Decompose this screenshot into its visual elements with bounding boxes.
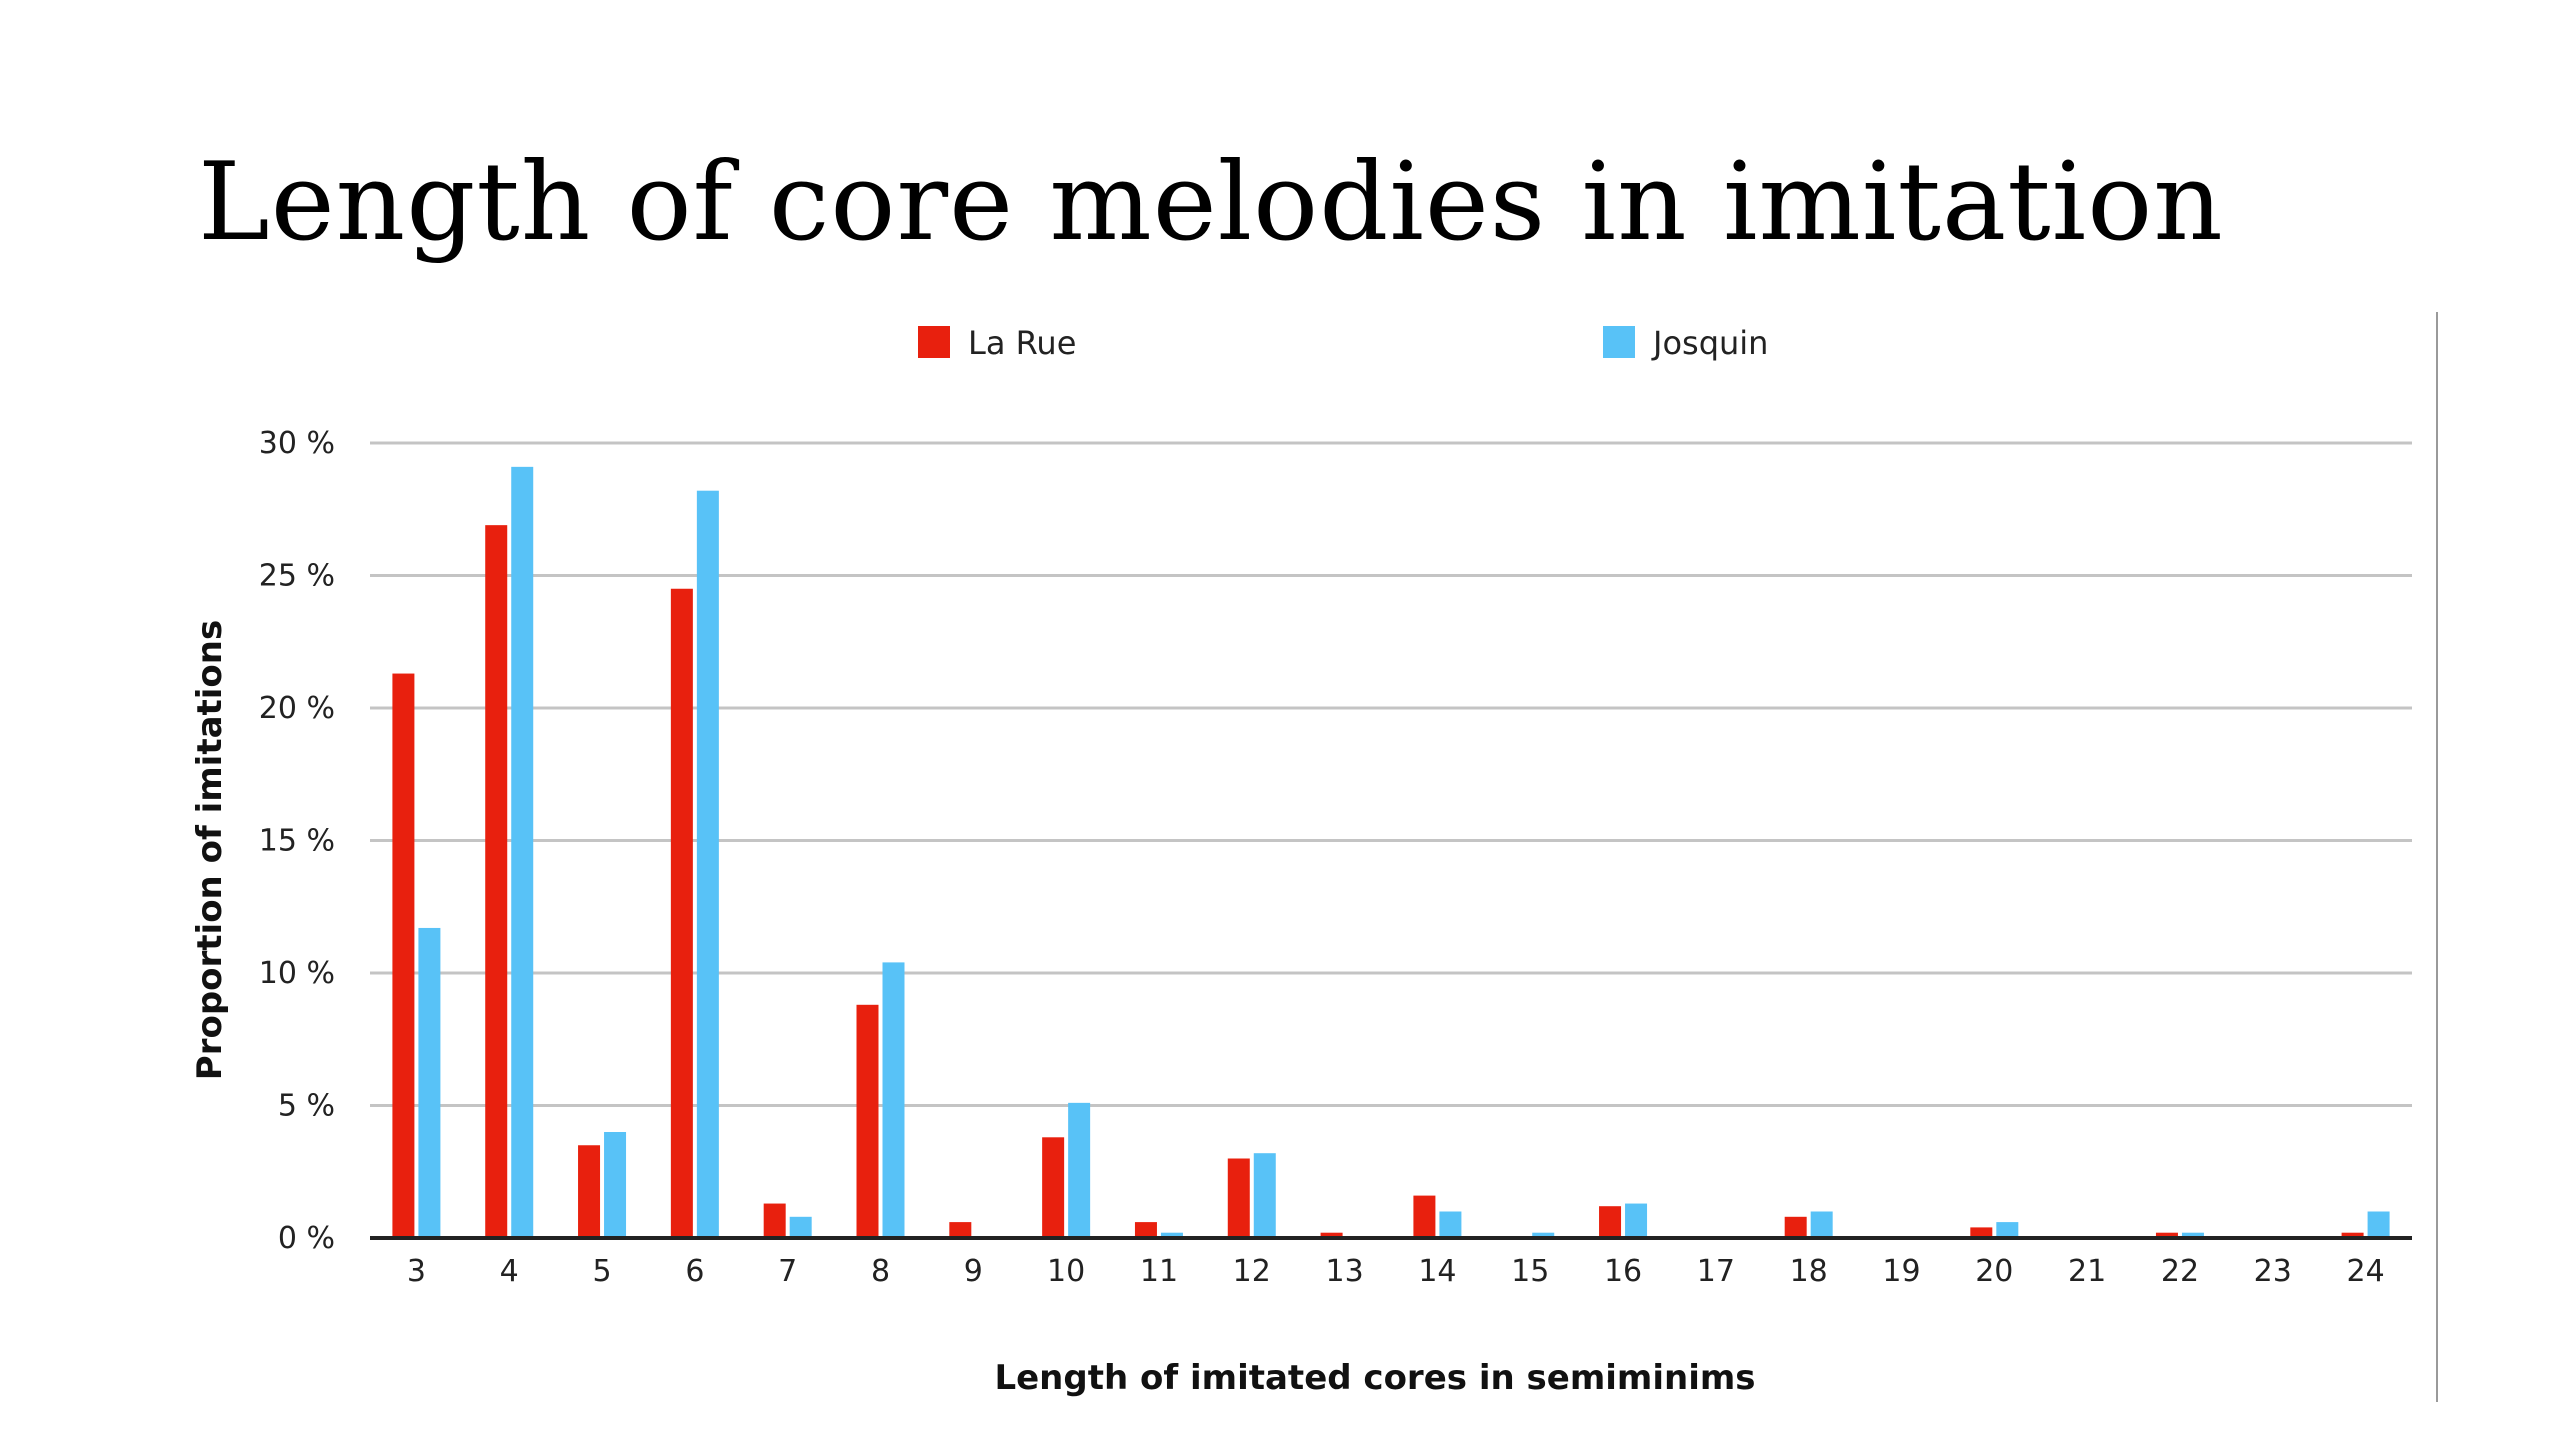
bar-la-rue — [670, 588, 693, 1238]
bar-la-rue — [1784, 1216, 1807, 1238]
bar-la-rue — [856, 1004, 879, 1238]
bar-josquin — [1996, 1222, 2019, 1238]
y-tick-label: 0 % — [278, 1221, 335, 1256]
x-tick-label: 4 — [500, 1254, 519, 1289]
x-tick-label: 11 — [1140, 1254, 1178, 1289]
bar-josquin — [1532, 1232, 1555, 1238]
bar-la-rue — [1970, 1227, 1993, 1238]
bar-la-rue — [1599, 1206, 1622, 1238]
bars — [392, 466, 2390, 1239]
y-tick-label: 5 % — [278, 1089, 335, 1124]
bar-la-rue — [485, 525, 508, 1238]
x-tick-label: 5 — [592, 1254, 611, 1289]
axes: 0 % 5 % 10 % 15 % 20 % 25 % 30 % 3 4 5 6 7 8 9 10 11 12 1… — [259, 426, 2412, 1289]
bar-josquin — [418, 927, 441, 1238]
y-tick-label: 20 % — [259, 691, 335, 726]
y-tick-label: 30 % — [259, 426, 335, 461]
bar-josquin — [1810, 1211, 1833, 1238]
bar-josquin — [2181, 1232, 2204, 1238]
bar-josquin — [1625, 1203, 1648, 1238]
bar-josquin — [1068, 1102, 1091, 1238]
slide-title: Length of core melodies in imitation — [198, 140, 2224, 265]
y-tick-label: 25 % — [259, 559, 335, 594]
y-axis-title: Proportion of imitations — [190, 620, 230, 1080]
legend-label: La Rue — [968, 324, 1076, 362]
bar-josquin — [1439, 1211, 1462, 1238]
x-tick-label: 17 — [1697, 1254, 1735, 1289]
bar-josquin — [1253, 1153, 1276, 1238]
legend-label: Josquin — [1651, 324, 1768, 362]
x-tick-label: 6 — [685, 1254, 704, 1289]
x-axis-title: Length of imitated cores in semiminims — [994, 1358, 1755, 1398]
x-tick-label: 16 — [1604, 1254, 1642, 1289]
bar-josquin — [604, 1132, 627, 1238]
x-tick-label: 19 — [1882, 1254, 1920, 1289]
bar-josquin — [696, 490, 719, 1238]
legend-swatch — [918, 326, 950, 358]
legend: La Rue Josquin — [918, 324, 1768, 362]
bar-la-rue — [1134, 1222, 1157, 1238]
legend-swatch — [1603, 326, 1635, 358]
x-tick-label: 10 — [1047, 1254, 1085, 1289]
bar-josquin — [2367, 1211, 2390, 1238]
x-tick-label: 13 — [1325, 1254, 1363, 1289]
x-tick-label: 23 — [2254, 1254, 2292, 1289]
x-tick-label: 21 — [2068, 1254, 2106, 1289]
bar-la-rue — [1320, 1232, 1343, 1238]
bar-josquin — [882, 962, 905, 1238]
frame-divider — [2436, 312, 2438, 1402]
bar-josquin — [1160, 1232, 1183, 1238]
x-tick-label: 9 — [964, 1254, 983, 1289]
x-tick-label: 3 — [407, 1254, 426, 1289]
x-tick-label: 18 — [1790, 1254, 1828, 1289]
x-tick-label: 22 — [2161, 1254, 2199, 1289]
bar-josquin — [789, 1216, 812, 1238]
bar-la-rue — [578, 1145, 601, 1238]
bar-la-rue — [392, 673, 415, 1238]
bar-la-rue — [949, 1222, 972, 1238]
bar-la-rue — [2341, 1232, 2364, 1238]
x-tick-label: 7 — [778, 1254, 797, 1289]
x-tick-label: 20 — [1975, 1254, 2013, 1289]
x-tick-label: 14 — [1418, 1254, 1456, 1289]
y-tick-label: 10 % — [259, 956, 335, 991]
x-tick-label: 24 — [2346, 1254, 2384, 1289]
bar-la-rue — [2155, 1232, 2178, 1238]
bar-la-rue — [1227, 1158, 1250, 1238]
x-tick-label: 15 — [1511, 1254, 1549, 1289]
y-tick-label: 15 % — [259, 824, 335, 859]
bar-la-rue — [1413, 1195, 1436, 1238]
bar-josquin — [511, 466, 534, 1239]
x-tick-label: 12 — [1233, 1254, 1271, 1289]
bar-la-rue — [763, 1203, 786, 1238]
bar-la-rue — [1042, 1137, 1065, 1238]
x-tick-label: 8 — [871, 1254, 890, 1289]
